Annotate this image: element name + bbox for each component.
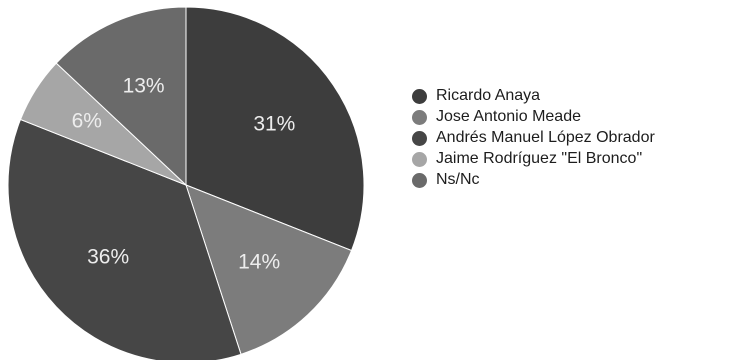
pie-slice-0 [185,6,365,252]
legend-label: Andrés Manuel López Obrador [436,129,655,146]
legend-item-amlo: Andrés Manuel López Obrador [412,128,655,148]
legend-swatch [412,130,427,146]
legend-item-ns-nc: Ns/Nc [412,170,655,190]
legend-item-ricardo-anaya: Ricardo Anaya [412,86,655,106]
slice-label-2: 36% [87,246,129,269]
legend-label: Jose Antonio Meade [436,108,581,125]
pie-slice-4 [55,6,187,187]
legend-swatch [412,151,427,167]
legend: Ricardo Anaya Jose Antonio Meade Andrés … [412,86,655,190]
legend-label: Ns/Nc [436,171,480,188]
slice-label-3: 6% [72,110,102,133]
slice-label-1: 14% [238,250,280,273]
legend-swatch [412,88,427,104]
legend-item-jaime-rodriguez: Jaime Rodríguez "El Bronco" [412,149,655,169]
pie-slice-2 [7,118,242,360]
legend-swatch [412,109,427,125]
legend-swatch [412,172,427,188]
legend-label: Ricardo Anaya [436,87,541,104]
slice-label-4: 13% [123,75,165,98]
slice-label-0: 31% [253,113,295,136]
legend-label: Jaime Rodríguez "El Bronco" [436,150,643,167]
legend-item-jose-antonio-meade: Jose Antonio Meade [412,107,655,127]
